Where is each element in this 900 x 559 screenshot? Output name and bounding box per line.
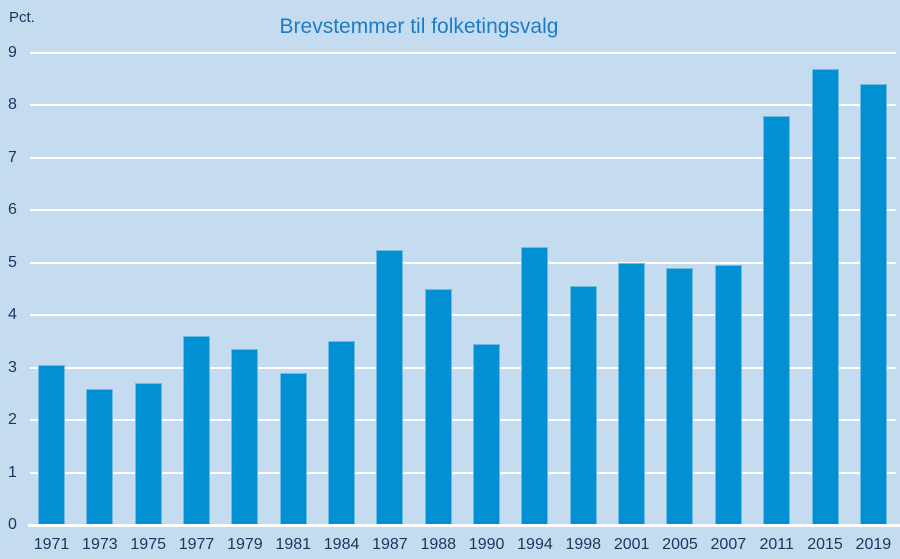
- x-tick-label: 1988: [420, 535, 457, 553]
- bar: [231, 349, 259, 525]
- bar: [183, 336, 211, 525]
- y-tick-label: 4: [8, 306, 17, 324]
- bar-column: 1971: [34, 53, 69, 553]
- bar: [714, 265, 742, 525]
- bar: [86, 388, 114, 525]
- bar: [328, 341, 356, 525]
- x-tick-label: 1973: [82, 535, 118, 553]
- x-tick-label: 1971: [33, 535, 70, 553]
- gridline: [30, 209, 896, 212]
- x-tick-label: 2007: [710, 535, 747, 553]
- bar: [376, 249, 404, 525]
- bar-column: 1984: [324, 53, 359, 553]
- y-tick-label: 1: [8, 463, 17, 481]
- y-tick-label: 3: [8, 358, 17, 376]
- bar-column: 2001: [614, 53, 649, 553]
- x-tick-label: 2011: [759, 535, 794, 553]
- gridline: [30, 314, 896, 317]
- x-tick-label: 2005: [662, 535, 698, 553]
- y-tick-label: 2: [8, 411, 17, 429]
- x-tick-label: 1979: [227, 535, 263, 553]
- bar: [473, 343, 501, 525]
- x-tick-label: 1984: [323, 535, 360, 553]
- y-tick-label: 0: [8, 516, 17, 533]
- gridline: [30, 366, 896, 369]
- gridline: [30, 419, 896, 422]
- bar-column: 1988: [420, 53, 456, 553]
- bars: 1971 1973 1975 1977 1979 1981 1984 1987 1988 1990…: [34, 53, 891, 553]
- bar-column: 1975: [130, 53, 166, 553]
- gridline: [30, 104, 896, 107]
- y-tick-label: 8: [8, 96, 17, 114]
- gridline: [30, 156, 896, 159]
- bar-column: 2011: [759, 53, 794, 553]
- bar: [279, 372, 307, 525]
- x-tick-label: 1975: [130, 535, 166, 553]
- x-axis-line: [28, 524, 900, 527]
- x-tick-label: 1977: [178, 535, 215, 553]
- x-tick-label: 1994: [517, 535, 553, 553]
- bar: [859, 84, 887, 525]
- bar: [666, 267, 694, 525]
- bar-column: 1979: [227, 53, 263, 553]
- bar: [424, 288, 452, 525]
- y-axis-unit-label: Pct.: [9, 9, 35, 26]
- bar-column: 2015: [807, 53, 843, 553]
- gridline: [30, 261, 896, 264]
- bar: [618, 262, 646, 525]
- x-tick-label: 1987: [372, 535, 408, 553]
- bar-column: 1998: [565, 53, 601, 553]
- bar: [134, 383, 162, 525]
- bar-column: 1981: [275, 53, 311, 553]
- bar-column: 1977: [179, 53, 214, 553]
- bar: [811, 68, 839, 525]
- gridline: [30, 51, 896, 54]
- gridline: [30, 471, 896, 474]
- bar-column: 1990: [469, 53, 504, 553]
- y-tick-label: 5: [8, 253, 17, 271]
- y-tick-label: 7: [8, 148, 17, 166]
- x-tick-label: 1998: [565, 535, 602, 553]
- y-tick-label: 6: [8, 201, 17, 219]
- bar-column: 1994: [517, 53, 553, 553]
- x-tick-label: 1990: [468, 535, 505, 553]
- bar-column: 2005: [662, 53, 698, 553]
- bar-column: 1973: [82, 53, 118, 553]
- x-tick-label: 2019: [855, 535, 892, 553]
- bar-column: 1987: [372, 53, 408, 553]
- bar-column: 2019: [856, 53, 891, 553]
- bar: [569, 286, 597, 525]
- x-tick-label: 1981: [275, 535, 312, 553]
- chart-title: Brevstemmer til folketingsvalg: [279, 15, 559, 38]
- bar: [38, 364, 65, 525]
- bar: [521, 246, 549, 525]
- bar-column: 2007: [711, 53, 746, 553]
- x-tick-label: 2001: [613, 535, 650, 553]
- bar: [763, 115, 791, 525]
- x-tick-label: 2015: [807, 535, 843, 553]
- y-tick-label: 9: [8, 43, 17, 61]
